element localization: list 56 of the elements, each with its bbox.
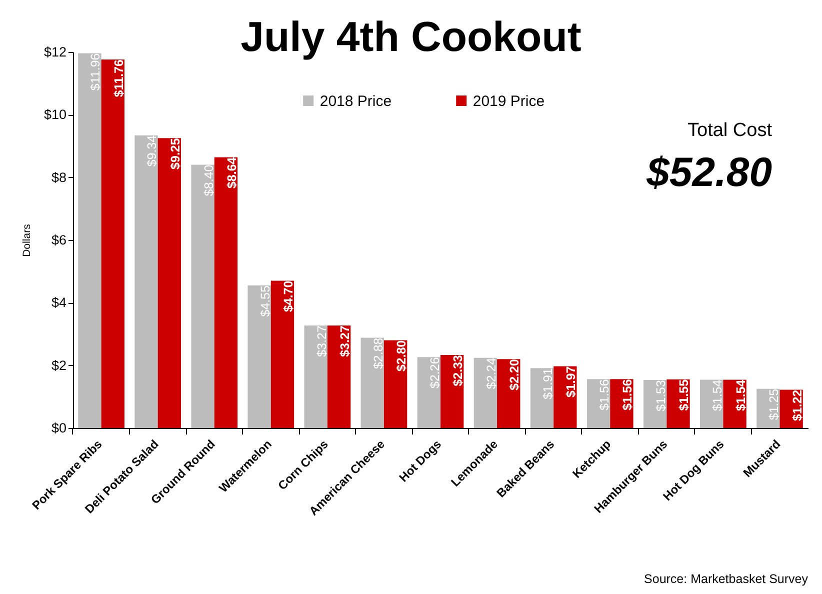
annotation: Total Cost <box>688 120 773 141</box>
bar <box>360 338 384 428</box>
bar <box>214 157 238 428</box>
bar <box>417 357 440 428</box>
data-label: $8.64 <box>224 157 239 189</box>
data-label: $2.26 <box>428 357 442 388</box>
y-tick-label: $0 <box>51 420 66 436</box>
y-tick-label: $4 <box>51 295 67 310</box>
y-tick-label: $8 <box>51 170 66 185</box>
data-label: $9.34 <box>145 135 160 167</box>
bar <box>554 366 577 428</box>
data-label: $4.55 <box>258 285 272 317</box>
y-tick-label: $10 <box>44 107 66 122</box>
data-label: $1.54 <box>710 380 725 412</box>
data-label: $1.22 <box>790 390 804 422</box>
bar <box>134 135 158 428</box>
bar <box>384 340 408 428</box>
data-label: $2.88 <box>371 338 386 370</box>
bar <box>78 53 102 428</box>
data-label: $1.54 <box>734 380 748 412</box>
bar <box>248 285 271 428</box>
data-label: $2.20 <box>508 359 522 390</box>
legend-label: 2019 Price <box>472 92 545 110</box>
data-label: $1.53 <box>654 380 668 412</box>
data-label: $9.25 <box>168 138 182 170</box>
y-tick-label: $2 <box>51 358 66 373</box>
data-label: $11.96 <box>88 53 103 91</box>
data-label: $8.40 <box>202 164 216 196</box>
data-label: $1.55 <box>677 379 692 411</box>
bar <box>327 326 351 428</box>
data-label: $1.25 <box>767 388 782 420</box>
data-label: $2.24 <box>484 358 498 390</box>
bar <box>191 164 214 428</box>
bar <box>270 280 294 428</box>
data-label: $1.97 <box>564 366 578 398</box>
data-label: $2.80 <box>394 340 409 372</box>
data-label: $1.91 <box>540 368 555 400</box>
data-label: $1.56 <box>620 379 635 410</box>
annotation: $52.80 <box>646 149 772 195</box>
source-note: Source: Marketbasket Survey <box>644 572 809 586</box>
data-label: $2.33 <box>451 354 466 386</box>
data-label: $11.76 <box>112 59 126 98</box>
y-tick-label: $12 <box>44 44 66 60</box>
y-axis-title: Dollars <box>20 224 33 257</box>
data-label: $1.56 <box>598 379 612 410</box>
data-label: $3.27 <box>338 325 352 357</box>
chart-title: July 4th Cookout <box>240 13 582 60</box>
data-label: $3.27 <box>314 325 329 357</box>
bar <box>474 358 498 428</box>
y-tick-label: $6 <box>51 232 66 248</box>
bar <box>304 326 328 428</box>
bar <box>158 138 181 428</box>
legend-label: 2018 Price <box>320 92 392 110</box>
bar <box>101 60 124 428</box>
data-label: $4.70 <box>281 280 296 312</box>
bar <box>530 368 554 428</box>
